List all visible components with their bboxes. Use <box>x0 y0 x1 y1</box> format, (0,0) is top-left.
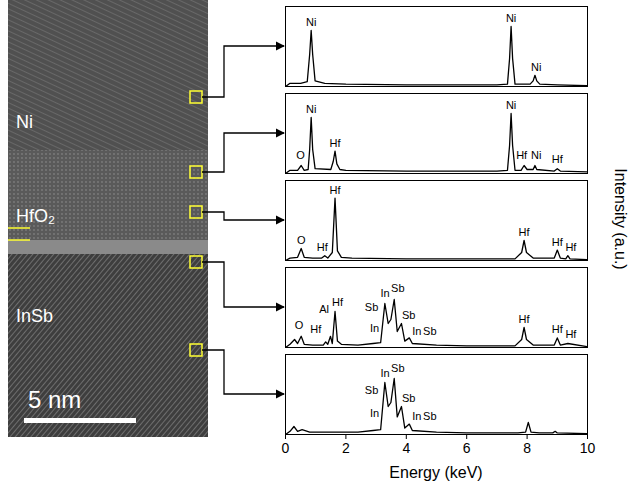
svg-text:4: 4 <box>402 440 410 456</box>
svg-text:InSb: InSb <box>16 306 53 326</box>
svg-text:Hf: Hf <box>317 241 329 253</box>
svg-text:Sb: Sb <box>391 362 404 374</box>
svg-text:Hf: Hf <box>519 313 531 325</box>
svg-text:Ni: Ni <box>16 112 33 132</box>
svg-text:Hf: Hf <box>330 137 342 149</box>
svg-text:In: In <box>412 410 421 422</box>
svg-text:Sb: Sb <box>402 392 415 404</box>
svg-text:5 nm: 5 nm <box>28 386 81 413</box>
svg-text:O: O <box>296 149 305 161</box>
svg-text:Hf: Hf <box>332 296 344 308</box>
svg-text:Ni: Ni <box>531 61 541 73</box>
svg-text:Sb: Sb <box>423 410 436 422</box>
svg-text:Ni: Ni <box>531 149 541 161</box>
svg-text:Intensity (a.u.): Intensity (a.u.) <box>612 168 629 269</box>
svg-text:Al: Al <box>319 303 329 315</box>
svg-text:Hf: Hf <box>552 153 564 165</box>
svg-text:10: 10 <box>580 440 596 456</box>
svg-text:Sb: Sb <box>365 301 378 313</box>
svg-text:O: O <box>295 319 304 331</box>
svg-text:Sb: Sb <box>423 325 436 337</box>
svg-text:Hf: Hf <box>552 236 564 248</box>
svg-text:O: O <box>297 234 306 246</box>
svg-text:Ni: Ni <box>306 16 316 28</box>
svg-text:6: 6 <box>463 440 471 456</box>
svg-text:Hf: Hf <box>330 184 342 196</box>
svg-text:Energy (keV): Energy (keV) <box>389 464 482 481</box>
svg-text:Hf: Hf <box>519 226 531 238</box>
svg-text:0: 0 <box>282 440 290 456</box>
svg-text:Hf: Hf <box>310 323 322 335</box>
svg-text:8: 8 <box>523 440 531 456</box>
svg-text:In: In <box>370 407 379 419</box>
svg-text:In: In <box>412 325 421 337</box>
svg-text:Ni: Ni <box>306 103 316 115</box>
svg-text:Hf: Hf <box>552 323 564 335</box>
svg-text:Hf: Hf <box>565 328 577 340</box>
svg-text:Sb: Sb <box>365 384 378 396</box>
svg-text:Sb: Sb <box>391 282 404 294</box>
svg-text:In: In <box>370 322 379 334</box>
svg-text:Ni: Ni <box>506 12 516 24</box>
svg-text:Hf: Hf <box>565 241 577 253</box>
svg-text:Hf: Hf <box>516 149 528 161</box>
svg-text:Sb: Sb <box>402 309 415 321</box>
svg-text:Ni: Ni <box>506 99 516 111</box>
svg-text:In: In <box>381 287 390 299</box>
svg-text:HfO₂: HfO₂ <box>16 206 55 226</box>
svg-text:In: In <box>381 367 390 379</box>
svg-text:2: 2 <box>342 440 350 456</box>
